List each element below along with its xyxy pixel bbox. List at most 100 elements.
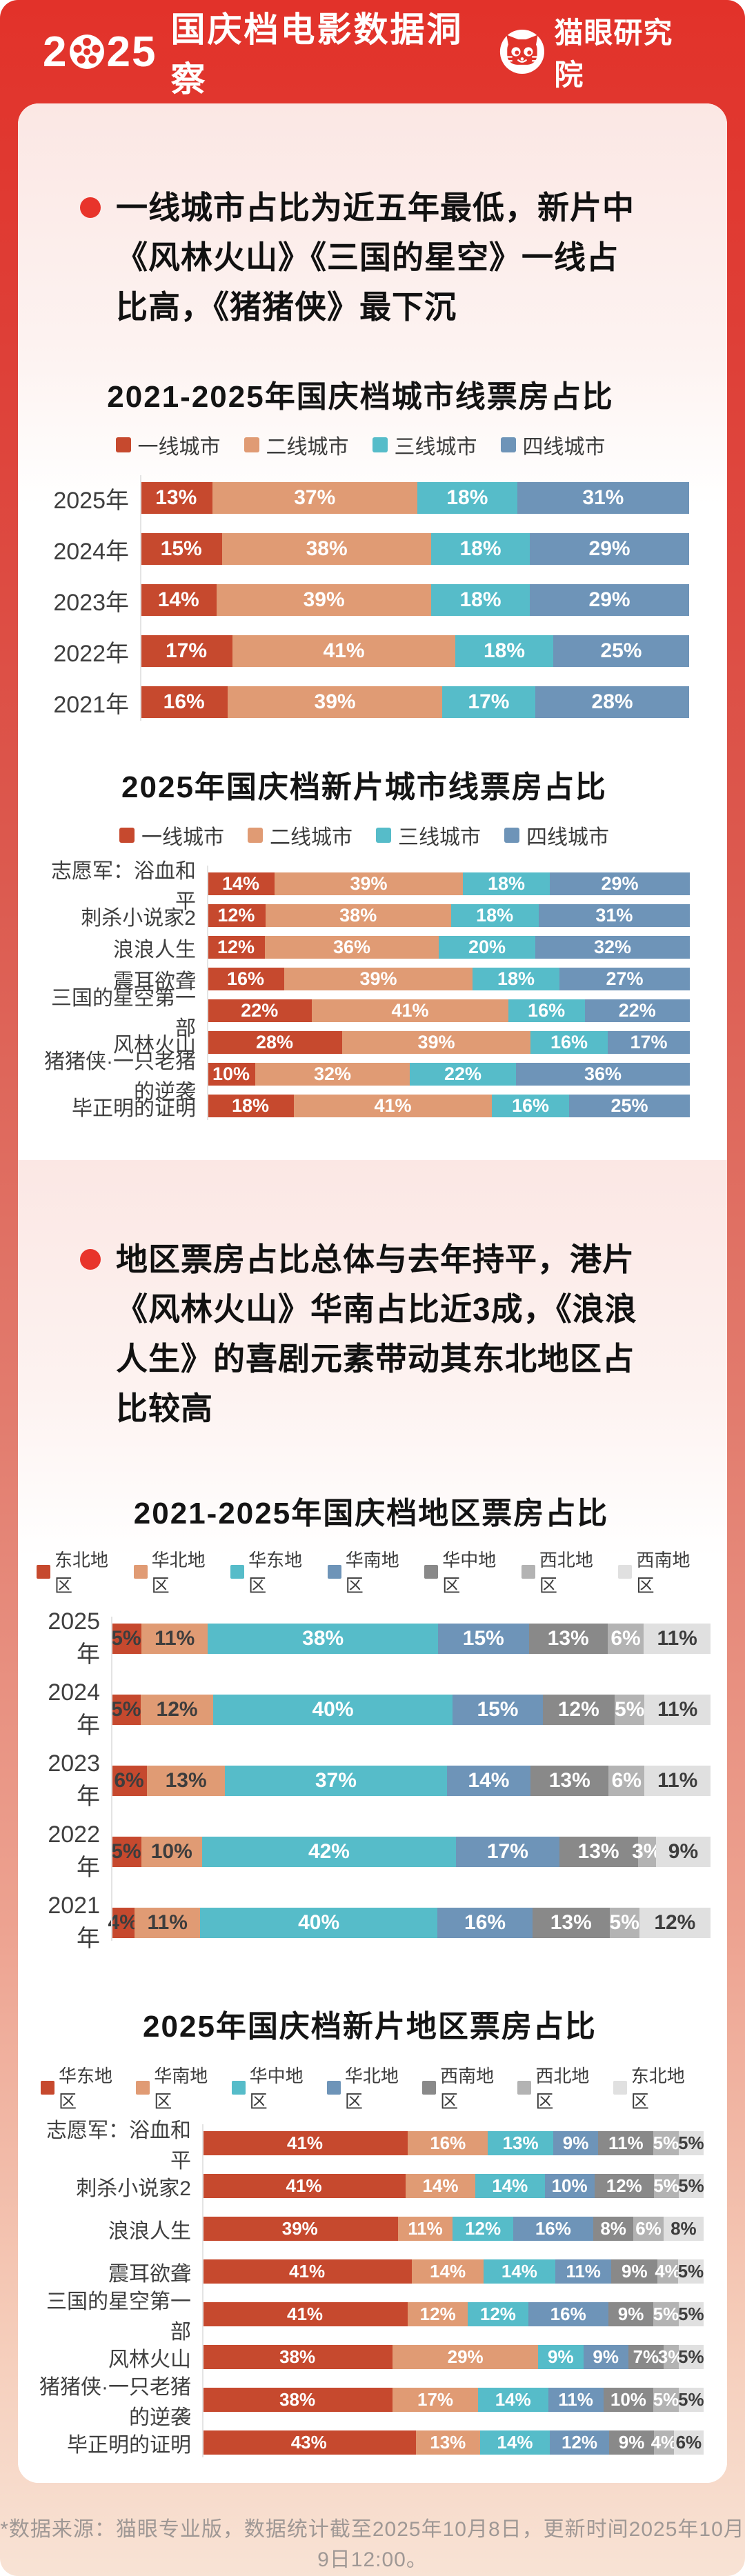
bar-segment: 10% — [207, 1063, 255, 1086]
segment-value: 18% — [459, 537, 501, 560]
legend-item: 华南地区 — [136, 2062, 221, 2113]
row-label: 2023年 — [53, 589, 129, 616]
insight-text-1: 一线城市占比为近五年最低，新片中《风林火山》《三国的星空》一线占比高，《猪猪侠》… — [116, 190, 635, 325]
bar-segment: 9% — [538, 2345, 584, 2369]
bar-segment: 9% — [608, 2302, 654, 2326]
stacked-bar: 14% 39% 18% 29% — [140, 584, 689, 616]
bar-segment: 18% — [473, 968, 559, 990]
bar-segment: 5% — [653, 2174, 679, 2198]
chart-region-by-year: 2021-2025年国庆档地区票房占比 东北地区 华北地区 华东地区 华南地区 华中地区… — [18, 1488, 727, 1952]
chart-row: 三国的星空第一部 41% 12% 12% 16% 9% 5% 5% — [36, 2290, 704, 2344]
bar-segment: 14% — [412, 2259, 484, 2284]
chart-legend: 一线城市 二线城市 三线城市 四线城市 — [39, 820, 690, 850]
legend-item: 一线城市 — [119, 820, 224, 850]
legend-label: 华南地区 — [154, 2066, 208, 2112]
chart-row: 志愿军：浴血和平 14% 39% 18% 29% — [39, 860, 690, 913]
bar-segment: 13% — [559, 1837, 638, 1867]
bar-segment: 12% — [542, 1695, 615, 1725]
segment-value: 16% — [464, 1911, 506, 1934]
row-label: 震耳欲聋 — [113, 970, 196, 993]
chart-row: 2022年 17% 41% 18% 25% — [32, 635, 689, 667]
chart-legend: 东北地区 华北地区 华东地区 华南地区 华中地区 西北地区 西南地区 — [32, 1546, 711, 1597]
stacked-bar: 22% 41% 16% 22% — [207, 999, 690, 1022]
chart-city-by-film: 2025年国庆档新片城市线票房占比 一线城市 二线城市 三线城市 四线城市 志愿军：浴… — [18, 762, 727, 1120]
segment-value: 39% — [303, 588, 345, 611]
bar-segment: 12% — [207, 904, 266, 927]
bar-segment: 17% — [456, 1837, 559, 1867]
segment-value: 12% — [156, 1698, 198, 1721]
segment-value: 41% — [374, 1095, 412, 1116]
segment-value: 13% — [430, 2432, 466, 2453]
segment-value: 13% — [502, 2133, 539, 2153]
legend-item: 一线城市 — [115, 430, 221, 460]
segment-value: 13% — [547, 1627, 589, 1650]
legend-item: 四线城市 — [504, 820, 609, 850]
segment-value: 14% — [497, 2432, 533, 2453]
bar-segment: 18% — [450, 904, 539, 927]
segment-value: 17% — [630, 1032, 668, 1052]
bar-segment: 14% — [406, 2174, 475, 2198]
bar-segment: 5% — [614, 1695, 645, 1725]
bar-segment: 16% — [408, 2131, 488, 2155]
chart-row: 猪猪侠·一只老猪的逆袭 10% 32% 22% 36% — [39, 1050, 690, 1104]
legend-label: 东北地区 — [54, 1550, 108, 1596]
segment-value: 4% — [655, 2261, 681, 2282]
segment-value: 41% — [287, 2133, 324, 2153]
segment-value: 5% — [111, 1840, 141, 1863]
stacked-bar: 43% 13% 14% 12% 9% 4% 6% — [202, 2430, 704, 2455]
stacked-bar: 41% 16% 13% 9% 11% 5% 5% — [202, 2131, 704, 2155]
segment-value: 16% — [550, 2304, 586, 2324]
bar-segment: 6% — [608, 1766, 645, 1796]
legend-label: 华北地区 — [151, 1550, 206, 1596]
stacked-bar: 18% 41% 16% 25% — [207, 1095, 690, 1117]
row-label: 志愿军：浴血和平 — [51, 859, 196, 913]
bar-segment: 16% — [513, 2217, 594, 2241]
segment-value: 39% — [314, 690, 356, 713]
bar-segment: 5% — [111, 1695, 141, 1725]
bar-segment: 39% — [202, 2217, 398, 2241]
segment-value: 42% — [308, 1840, 350, 1863]
segment-value: 38% — [279, 2389, 316, 2410]
segment-value: 12% — [419, 2304, 456, 2324]
bullet-dot-icon — [80, 1249, 101, 1270]
bar-segment: 9% — [583, 2345, 628, 2369]
legend-swatch-icon — [133, 1565, 148, 1579]
segment-value: 14% — [157, 588, 199, 611]
chart-row: 2021年 16% 39% 17% 28% — [32, 686, 689, 718]
bar-segment: 39% — [275, 872, 463, 895]
bar-segment: 12% — [549, 2430, 610, 2455]
segment-value: 14% — [468, 1769, 510, 1792]
bar-segment: 10% — [141, 1837, 202, 1867]
stacked-bar: 41% 14% 14% 10% 12% 5% 5% — [202, 2174, 704, 2198]
stacked-bar: 15% 38% 18% 29% — [140, 533, 689, 565]
bar-segment: 14% — [446, 1766, 531, 1796]
segment-value: 41% — [391, 1000, 429, 1021]
insight-bullet-2: 地区票房占比总体与去年持平，港片《风林火山》华南占比近3成，《浪浪人生》的喜剧元… — [18, 1235, 727, 1433]
bar-segment: 9% — [611, 2259, 658, 2284]
bar-segment: 10% — [603, 2388, 654, 2412]
bar-segment: 16% — [508, 999, 585, 1022]
segment-value: 29% — [447, 2346, 484, 2367]
segment-value: 37% — [294, 486, 336, 509]
bar-segment: 13% — [532, 1908, 610, 1938]
bar-segment: 10% — [544, 2174, 595, 2198]
bar-segment: 9% — [609, 2430, 654, 2455]
maoyan-cat-icon — [500, 29, 545, 74]
bar-segment: 5% — [653, 2388, 679, 2412]
bar-segment: 17% — [140, 635, 232, 667]
bar-segment: 13% — [528, 1624, 608, 1654]
bar-segment: 12% — [207, 936, 265, 959]
segment-value: 29% — [588, 588, 630, 611]
bar-segment: 18% — [455, 635, 553, 667]
bar-segment: 13% — [147, 1766, 226, 1796]
bar-segment: 17% — [441, 686, 536, 718]
film-reel-icon — [70, 34, 105, 69]
segment-value: 10% — [551, 2175, 588, 2196]
segment-value: 38% — [339, 905, 377, 926]
legend-label: 西南地区 — [440, 2066, 495, 2112]
bar-segment: 12% — [468, 2302, 528, 2326]
segment-value: 13% — [165, 1769, 207, 1792]
legend-swatch-icon — [504, 828, 519, 843]
legend-item: 二线城市 — [248, 820, 352, 850]
stacked-bar: 39% 11% 12% 16% 8% 6% 8% — [202, 2217, 704, 2241]
